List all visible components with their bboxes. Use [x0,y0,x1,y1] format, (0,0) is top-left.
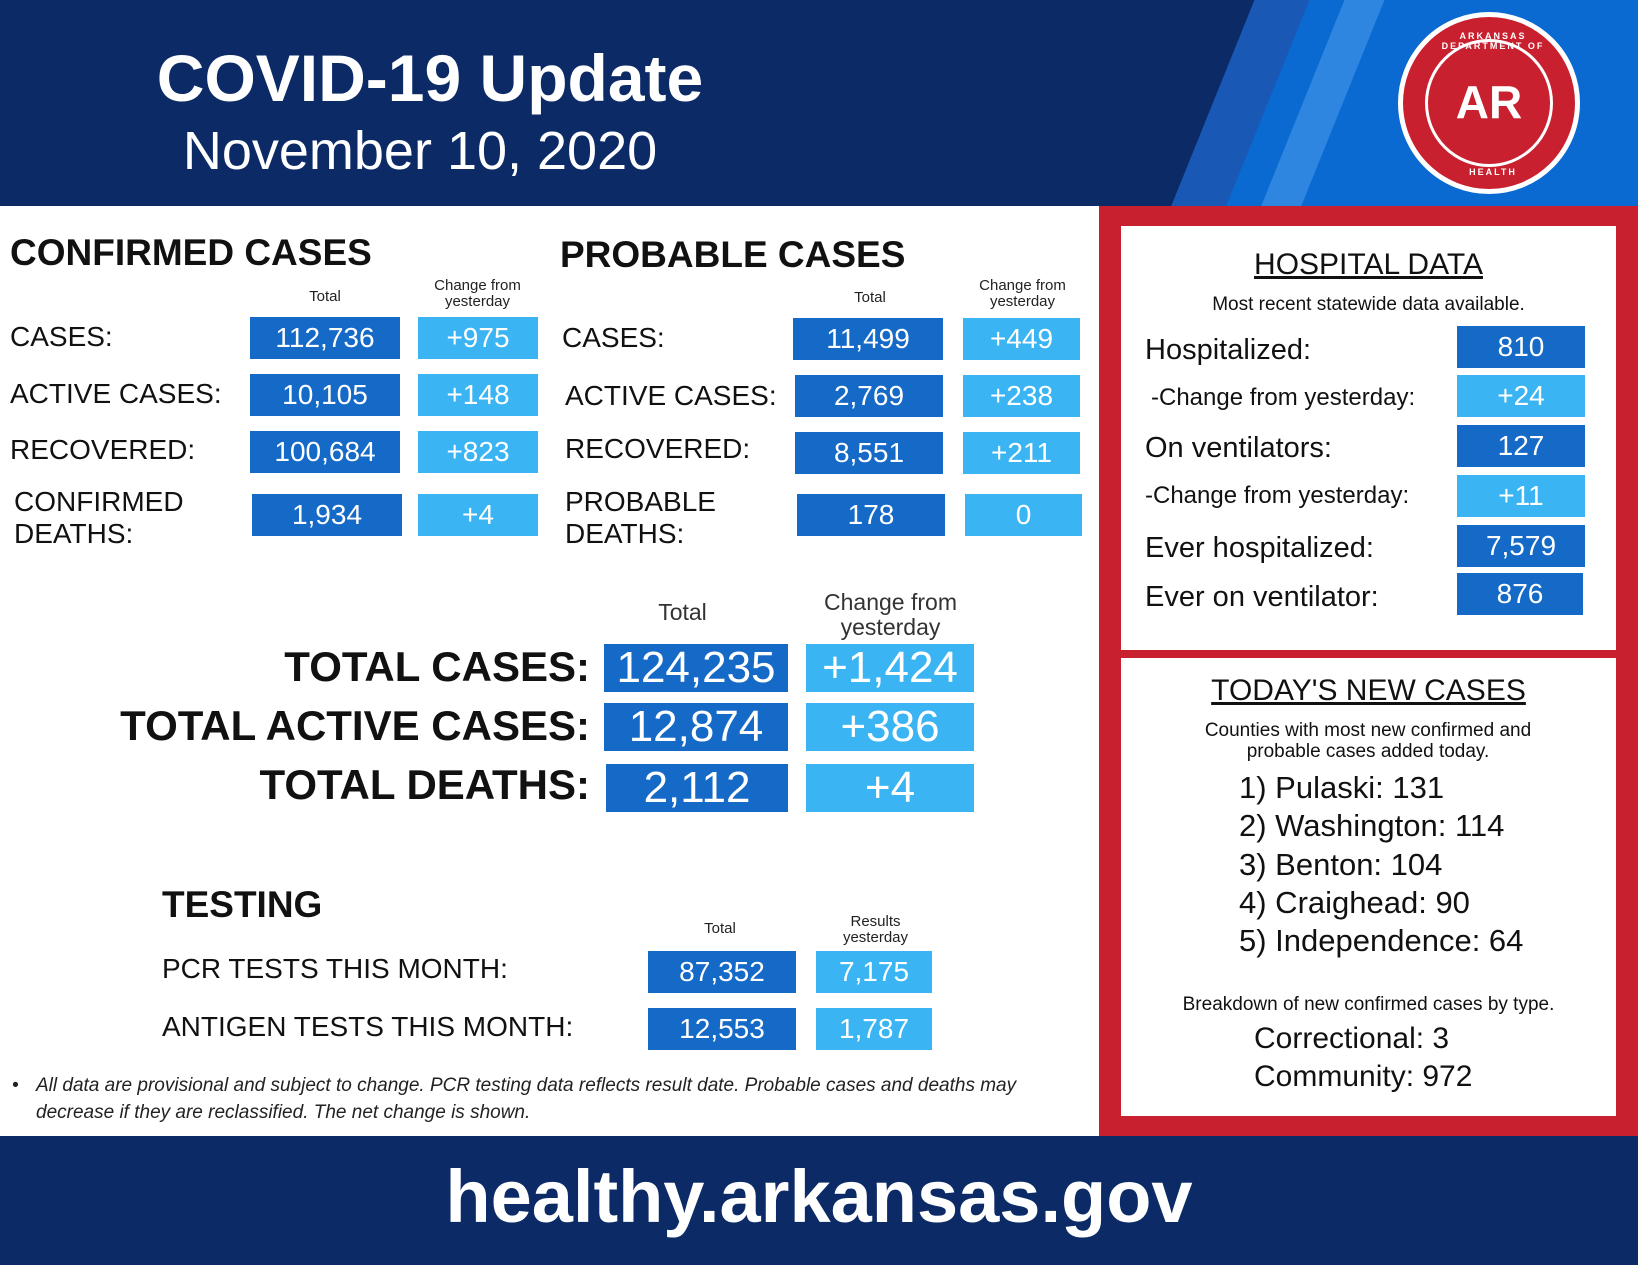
hospital-value: 876 [1457,573,1583,615]
totals-row-label: TOTAL CASES: [284,643,590,690]
probable-change-value: +211 [963,432,1080,474]
hospital-row-label: Ever on ventilator: [1145,581,1379,613]
footer-banner: healthy.arkansas.gov [0,1136,1638,1265]
county-item: 2) Washington: 114 [1239,808,1505,843]
probable-row-label: ACTIVE CASES: [565,380,777,411]
county-item: 3) Benton: 104 [1239,847,1443,882]
hospital-row-label: Ever hospitalized: [1145,532,1374,564]
confirmed-row-label: RECOVERED: [10,434,196,465]
confirmed-row-label: CONFIRMED DEATHS: [14,486,184,549]
confirmed-change-value: +148 [418,374,538,416]
county-item: 1) Pulaski: 131 [1239,770,1445,805]
breakdown-item: Correctional: 3 [1254,1022,1450,1055]
testing-col-total: Total [704,920,736,937]
confirmed-change-value: +823 [418,431,538,473]
hospital-value: +24 [1457,375,1585,417]
confirmed-col-total: Total [309,288,341,305]
confirmed-total-value: 100,684 [250,431,400,473]
probable-heading: PROBABLE CASES [560,234,906,275]
confirmed-row-label: CASES: [10,321,113,352]
probable-total-value: 8,551 [795,432,943,474]
testing-results-value: 7,175 [816,951,932,993]
totals-change-value: +1,424 [806,643,974,692]
totals-total-value: 2,112 [606,763,788,812]
seal-letters: AR [1455,76,1523,128]
confirmed-change-value: +4 [418,494,538,536]
hospital-subtitle: Most recent statewide data available. [1212,294,1525,315]
totals-col-total: Total [658,599,707,625]
hospital-row-label: Hospitalized: [1145,334,1312,366]
department-seal-logo: ARKANSAS DEPARTMENT OF AR HEALTH [1398,12,1580,194]
probable-total-value: 11,499 [793,318,943,360]
website-url[interactable]: healthy.arkansas.gov [445,1155,1193,1238]
page-date: November 10, 2020 [182,121,658,181]
page-title: COVID-19 Update [156,41,704,115]
hospital-row-label: -Change from yesterday: [1151,384,1416,411]
confirmed-row-label: ACTIVE CASES: [10,378,222,409]
testing-total-value: 12,553 [648,1008,796,1050]
testing-col-results: Results yesterday [842,913,909,946]
confirmed-total-value: 10,105 [250,374,400,416]
testing-row-label: PCR TESTS THIS MONTH: [162,953,508,984]
hospital-title: HOSPITAL DATA [1254,248,1483,281]
new-cases-title: TODAY'S NEW CASES [1211,674,1526,707]
seal-bottom-text: HEALTH [1469,167,1517,177]
probable-col-change: Change from yesterday [979,277,1066,310]
testing-total-value: 87,352 [648,951,796,993]
hospital-row-label: -Change from yesterday: [1145,482,1410,509]
totals-change-value: +386 [806,702,974,751]
probable-row-label: RECOVERED: [565,433,751,464]
totals-change-value: +4 [806,763,974,812]
totals-total-value: 12,874 [604,702,788,751]
confirmed-change-value: +975 [418,317,538,359]
probable-total-value: 178 [797,494,945,536]
confirmed-total-value: 112,736 [250,317,400,359]
probable-row-label: PROBABLE DEATHS: [565,486,716,549]
totals-total-value: 124,235 [604,643,788,692]
totals-row-label: TOTAL DEATHS: [259,761,590,808]
confirmed-total-value: 1,934 [252,494,402,536]
testing-row-label: ANTIGEN TESTS THIS MONTH: [162,1011,574,1042]
probable-change-value: +238 [963,375,1080,417]
note-text: All data are provisional and subject to … [36,1075,1017,1123]
totals-row-label: TOTAL ACTIVE CASES: [120,702,590,749]
totals-col-change: Change from yesterday [824,589,957,640]
probable-row-label: CASES: [562,322,665,353]
new-cases-subtitle: Counties with most new confirmed and pro… [1204,720,1532,762]
hospital-value: 810 [1457,326,1585,368]
probable-change-value: +449 [963,318,1080,360]
header-banner: COVID-19 Update November 10, 2020 ARKANS… [0,0,1638,206]
probable-total-value: 2,769 [795,375,943,417]
note-bullet: • [12,1075,19,1096]
testing-heading: TESTING [162,884,323,925]
seal-inner-ring [1425,39,1553,167]
county-item: 4) Craighead: 90 [1239,885,1470,920]
probable-col-total: Total [854,289,886,306]
breakdown-item: Community: 972 [1254,1060,1473,1093]
confirmed-col-change: Change from yesterday [434,277,521,310]
testing-results-value: 1,787 [816,1008,932,1050]
county-item: 5) Independence: 64 [1239,923,1524,958]
probable-change-value: 0 [965,494,1082,536]
breakdown-title: Breakdown of new confirmed cases by type… [1182,994,1555,1015]
new-cases-card: TODAY'S NEW CASES Counties with most new… [1121,658,1616,1116]
hospital-row-label: On ventilators: [1145,432,1332,464]
hospital-data-card: HOSPITAL DATA Most recent statewide data… [1121,226,1616,650]
hospital-value: 7,579 [1457,525,1585,567]
confirmed-heading: CONFIRMED CASES [10,232,372,273]
hospital-value: 127 [1457,425,1585,467]
right-panel: HOSPITAL DATA Most recent statewide data… [1099,206,1638,1136]
hospital-value: +11 [1457,475,1585,517]
